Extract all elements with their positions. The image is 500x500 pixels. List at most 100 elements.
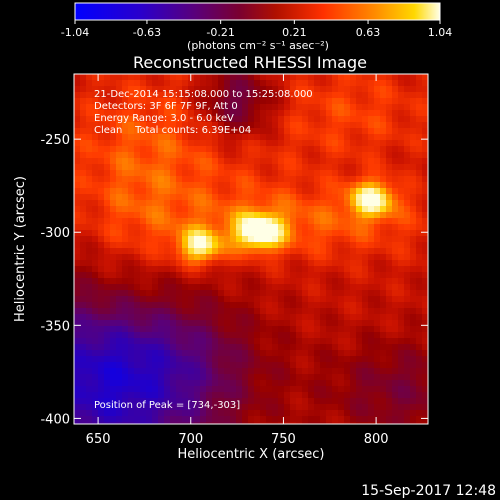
heatmap-cell <box>404 176 410 182</box>
heatmap-cell <box>314 302 320 308</box>
heatmap-cell <box>86 284 92 290</box>
heatmap-cell <box>374 218 380 224</box>
heatmap-cell <box>278 104 284 110</box>
heatmap-cell <box>290 284 296 290</box>
heatmap-cell <box>230 404 236 410</box>
heatmap-cell <box>284 200 290 206</box>
heatmap-cell <box>170 272 176 278</box>
heatmap-cell <box>398 308 404 314</box>
heatmap-cell <box>284 416 290 422</box>
heatmap-cell <box>392 266 398 272</box>
heatmap-cell <box>146 176 152 182</box>
heatmap-cell <box>416 230 422 236</box>
heatmap-cell <box>308 134 314 140</box>
heatmap-cell <box>278 152 284 158</box>
heatmap-cell <box>254 218 260 224</box>
heatmap-cell <box>206 212 212 218</box>
heatmap-cell <box>230 350 236 356</box>
heatmap-cell <box>302 116 308 122</box>
heatmap-cell <box>188 236 194 242</box>
heatmap-cell <box>188 92 194 98</box>
heatmap-cell <box>116 92 122 98</box>
heatmap-cell <box>218 302 224 308</box>
heatmap-cell <box>254 86 260 92</box>
heatmap-cell <box>416 302 422 308</box>
heatmap-cell <box>380 230 386 236</box>
heatmap-cell <box>362 332 368 338</box>
heatmap-cell <box>158 416 164 422</box>
heatmap-cell <box>338 182 344 188</box>
heatmap-cell <box>224 356 230 362</box>
heatmap-cell <box>422 350 428 356</box>
heatmap-cell <box>260 140 266 146</box>
heatmap-cell <box>134 236 140 242</box>
heatmap-cell <box>248 320 254 326</box>
heatmap-cell <box>356 344 362 350</box>
heatmap-cell <box>296 224 302 230</box>
heatmap-cell <box>374 416 380 422</box>
heatmap-cell <box>278 194 284 200</box>
heatmap-cell <box>80 92 86 98</box>
heatmap-cell <box>110 296 116 302</box>
heatmap-cell <box>416 398 422 404</box>
heatmap-cell <box>86 188 92 194</box>
heatmap-cell <box>242 260 248 266</box>
heatmap-cell <box>296 260 302 266</box>
heatmap-cell <box>272 194 278 200</box>
heatmap-cell <box>134 314 140 320</box>
heatmap-cell <box>122 92 128 98</box>
heatmap-cell <box>98 128 104 134</box>
heatmap-cell <box>206 152 212 158</box>
heatmap-cell <box>314 212 320 218</box>
heatmap-cell <box>92 308 98 314</box>
heatmap-cell <box>134 386 140 392</box>
heatmap-cell <box>170 332 176 338</box>
heatmap-cell <box>134 392 140 398</box>
heatmap-cell <box>368 134 374 140</box>
heatmap-cell <box>110 344 116 350</box>
heatmap-cell <box>134 158 140 164</box>
heatmap-cell <box>230 158 236 164</box>
heatmap-cell <box>296 404 302 410</box>
heatmap-cell <box>260 284 266 290</box>
heatmap-cell <box>212 242 218 248</box>
heatmap-cell <box>104 362 110 368</box>
heatmap-cell <box>122 98 128 104</box>
heatmap-cell <box>158 200 164 206</box>
heatmap-cell <box>110 230 116 236</box>
heatmap-cell <box>200 86 206 92</box>
heatmap-cell <box>188 110 194 116</box>
heatmap-cell <box>368 146 374 152</box>
heatmap-cell <box>230 248 236 254</box>
heatmap-cell <box>272 296 278 302</box>
heatmap-cell <box>134 410 140 416</box>
heatmap-cell <box>326 326 332 332</box>
heatmap-cell <box>308 272 314 278</box>
heatmap-cell <box>92 200 98 206</box>
heatmap-cell <box>134 188 140 194</box>
heatmap-cell <box>386 362 392 368</box>
heatmap-cell <box>194 98 200 104</box>
heatmap-cell <box>404 278 410 284</box>
heatmap-cell <box>200 272 206 278</box>
heatmap-cell <box>392 218 398 224</box>
heatmap-cell <box>200 422 206 424</box>
heatmap-cell <box>224 344 230 350</box>
heatmap-cell <box>152 248 158 254</box>
heatmap-cell <box>350 290 356 296</box>
heatmap-cell <box>338 344 344 350</box>
heatmap-cell <box>164 86 170 92</box>
heatmap-cell <box>128 224 134 230</box>
heatmap-cell <box>278 296 284 302</box>
heatmap-cell <box>104 188 110 194</box>
heatmap-cell <box>416 128 422 134</box>
heatmap-cell <box>386 380 392 386</box>
heatmap-cell <box>134 182 140 188</box>
heatmap-cell <box>164 110 170 116</box>
heatmap-cell <box>236 386 242 392</box>
heatmap-cell <box>164 236 170 242</box>
heatmap-cell <box>152 314 158 320</box>
heatmap-cell <box>326 308 332 314</box>
heatmap-cell <box>98 236 104 242</box>
heatmap-cell <box>206 314 212 320</box>
